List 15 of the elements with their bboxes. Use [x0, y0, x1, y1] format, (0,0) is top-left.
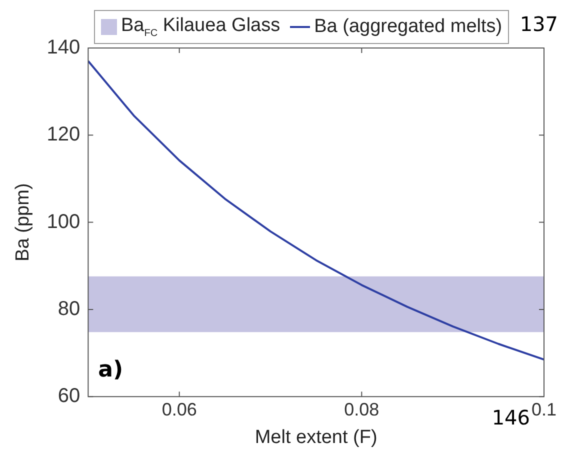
x-tick-label: 0.08	[344, 399, 380, 420]
x-tick-label: 0.06	[162, 399, 197, 420]
annotation: a)	[98, 358, 124, 383]
legend-label: Ba$_{FC}$ Kilauea Glass	[121, 15, 280, 39]
legend-label: Ba (aggregated melts)	[314, 16, 502, 38]
y-axis-title: Ba (ppm)	[12, 183, 34, 262]
x-axis-title: Melt extent (F)	[254, 426, 378, 448]
y-tick-label: 60	[58, 385, 80, 408]
text: 146	[492, 406, 530, 430]
y-tick-label: 140	[46, 36, 80, 59]
y-tick-label: 100	[46, 210, 80, 233]
y-tick-label: 120	[46, 124, 80, 146]
y-tick-label: 80	[58, 298, 80, 320]
x-tick-label: 0.1	[531, 399, 557, 420]
text: 137	[520, 12, 558, 36]
